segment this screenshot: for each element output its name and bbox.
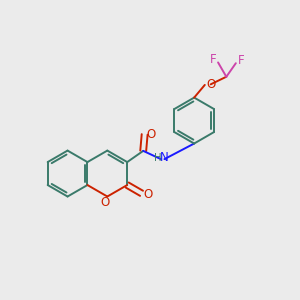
Text: N: N [160, 151, 168, 164]
Text: F: F [238, 54, 244, 67]
Text: H: H [154, 153, 161, 163]
Text: O: O [146, 128, 156, 141]
Text: O: O [206, 78, 215, 91]
Text: F: F [209, 53, 216, 66]
Text: O: O [143, 188, 153, 201]
Text: O: O [100, 196, 109, 209]
